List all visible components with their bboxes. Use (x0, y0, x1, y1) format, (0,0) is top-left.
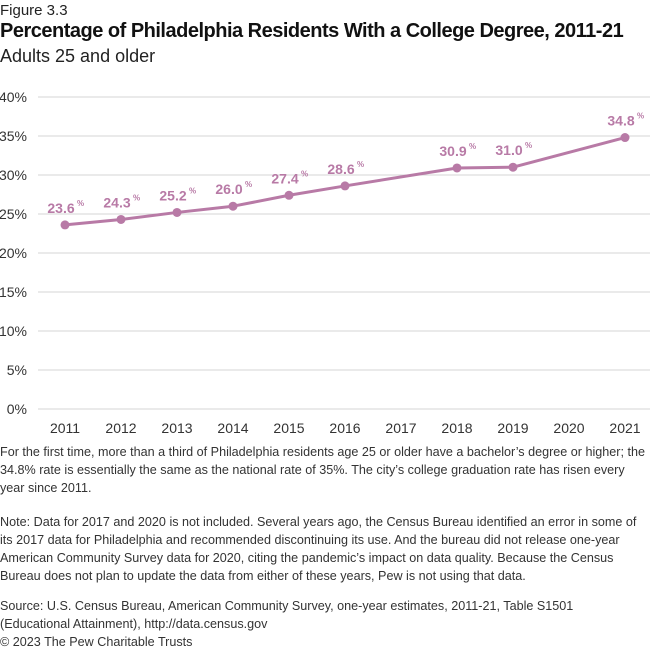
data-label: 23.6 (47, 200, 74, 216)
data-point (452, 163, 462, 173)
data-point (60, 220, 70, 230)
series-line (64, 136, 626, 227)
x-tick-label: 2020 (553, 420, 584, 436)
x-tick-label: 2017 (385, 420, 416, 436)
data-label-percent: % (245, 180, 252, 189)
data-label: 30.9 (439, 143, 466, 159)
line-chart: 0% 5% 10% 15% 20% 25% 30% 35% 40% 2011 2012 2013 201… (0, 89, 650, 436)
data-point (620, 133, 630, 143)
copyright: © 2023 The Pew Charitable Trusts (0, 635, 193, 649)
y-tick-label: 35% (0, 128, 27, 144)
data-point (228, 201, 238, 211)
y-tick-label: 0% (7, 401, 27, 417)
description: For the first time, more than a third of… (0, 445, 645, 495)
x-tick-label: 2014 (217, 420, 248, 436)
x-tick-label: 2021 (609, 420, 640, 436)
data-label: 25.2 (159, 187, 186, 203)
data-label-percent: % (469, 142, 476, 151)
x-tick-label: 2012 (105, 420, 136, 436)
data-label-percent: % (525, 141, 532, 150)
figure-label: Figure 3.3 (0, 2, 68, 19)
y-tick-label: 40% (0, 89, 27, 105)
x-tick-label: 2016 (329, 420, 360, 436)
data-point (508, 162, 518, 172)
data-label-percent: % (133, 193, 140, 202)
x-tick-label: 2018 (441, 420, 472, 436)
y-tick-label: 25% (0, 206, 27, 222)
data-label-percent: % (357, 160, 364, 169)
data-label-percent: % (637, 112, 644, 121)
data-label-percent: % (301, 169, 308, 178)
y-tick-label: 30% (0, 167, 27, 183)
x-tick-label: 2011 (50, 420, 80, 436)
data-point (284, 190, 294, 200)
data-point (172, 207, 182, 217)
data-label-percent: % (77, 199, 84, 208)
data-point (340, 181, 350, 191)
data-label: 31.0 (495, 142, 522, 158)
x-tick-label: 2015 (273, 420, 304, 436)
y-tick-label: 20% (0, 245, 27, 261)
data-label: 28.6 (327, 161, 354, 177)
data-label-percent: % (189, 186, 196, 195)
data-point (116, 214, 126, 224)
data-label: 24.3 (103, 194, 130, 210)
y-tick-label: 5% (7, 362, 27, 378)
source: Source: U.S. Census Bureau, American Com… (0, 599, 574, 631)
data-label: 34.8 (607, 113, 634, 129)
data-label: 27.4 (271, 170, 298, 186)
y-tick-label: 10% (0, 323, 27, 339)
y-tick-label: 15% (0, 284, 27, 300)
x-tick-label: 2013 (161, 420, 192, 436)
chart-title: Percentage of Philadelphia Residents Wit… (0, 20, 624, 42)
note: Note: Data for 2017 and 2020 is not incl… (0, 515, 637, 583)
x-tick-label: 2019 (497, 420, 528, 436)
chart-subtitle: Adults 25 and older (0, 46, 156, 66)
data-label: 26.0 (215, 181, 242, 197)
